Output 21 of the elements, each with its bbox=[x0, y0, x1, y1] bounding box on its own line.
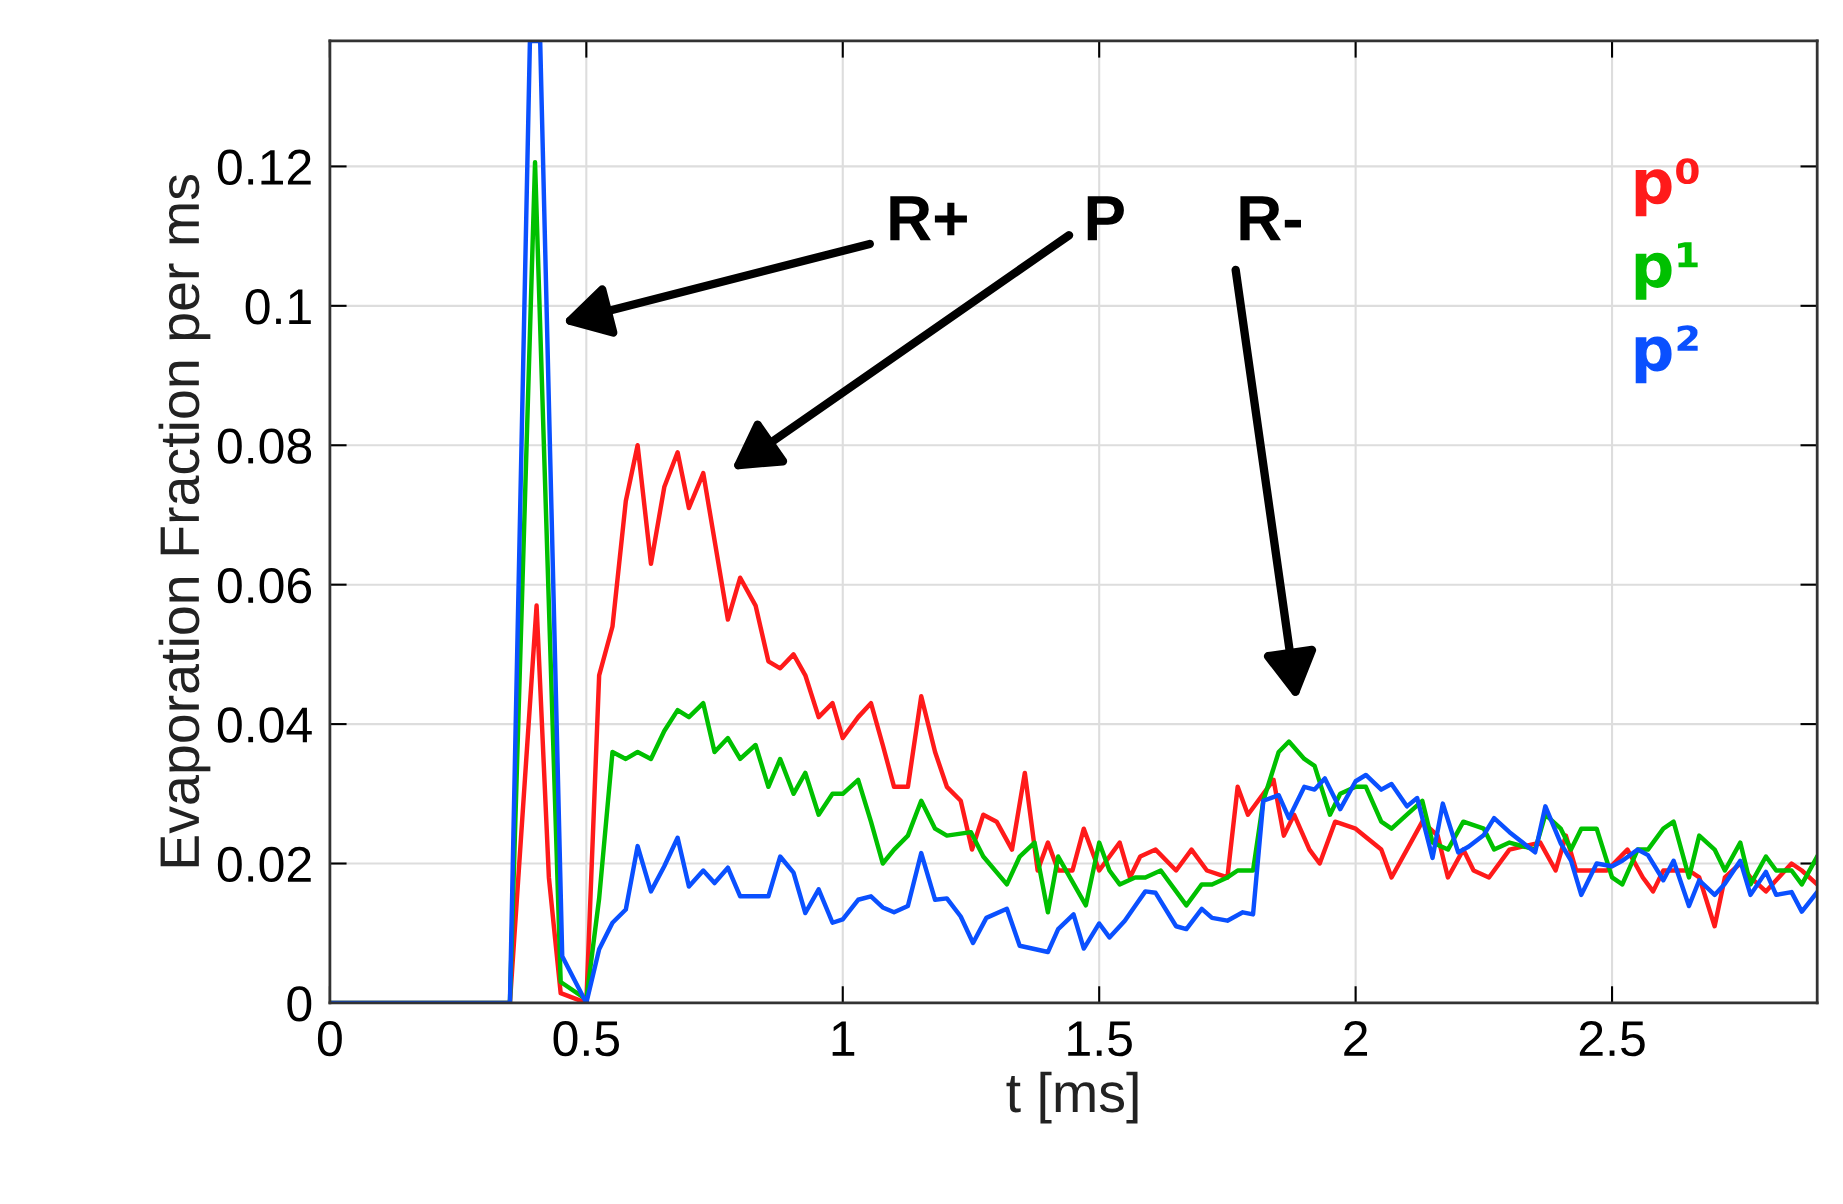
annotation: P bbox=[1087, 196, 1124, 241]
x-tick-label: 2.5 bbox=[1579, 1020, 1645, 1057]
y-tick-label: 0.04 bbox=[217, 707, 312, 743]
y-axis-title: Evaporation Fraction per ms bbox=[158, 175, 211, 867]
text: p⁰ bbox=[1635, 158, 1699, 217]
y-tick-label: 0.02 bbox=[217, 846, 311, 883]
text: p¹ bbox=[1635, 242, 1698, 300]
y-tick-label: 0 bbox=[287, 986, 312, 1022]
y-tick-label: 0.1 bbox=[245, 289, 311, 325]
x-tick-label: 1.5 bbox=[1068, 1021, 1132, 1057]
x-tick-label: 0 bbox=[317, 1020, 342, 1057]
x-tick-label: 0.5 bbox=[553, 1020, 619, 1057]
x-tick-label: 2 bbox=[1344, 1020, 1368, 1056]
annotation: R+ bbox=[890, 196, 967, 241]
x-tick-label: 1 bbox=[832, 1021, 855, 1056]
x-axis-title: t [ms] bbox=[1006, 1071, 1138, 1124]
y-tick-label: 0.08 bbox=[217, 428, 312, 464]
y-tick-label: 0.12 bbox=[217, 149, 311, 186]
y-tick-label: 0.06 bbox=[217, 567, 312, 604]
text: p² bbox=[1635, 325, 1698, 384]
annotation: R- bbox=[1240, 196, 1302, 241]
